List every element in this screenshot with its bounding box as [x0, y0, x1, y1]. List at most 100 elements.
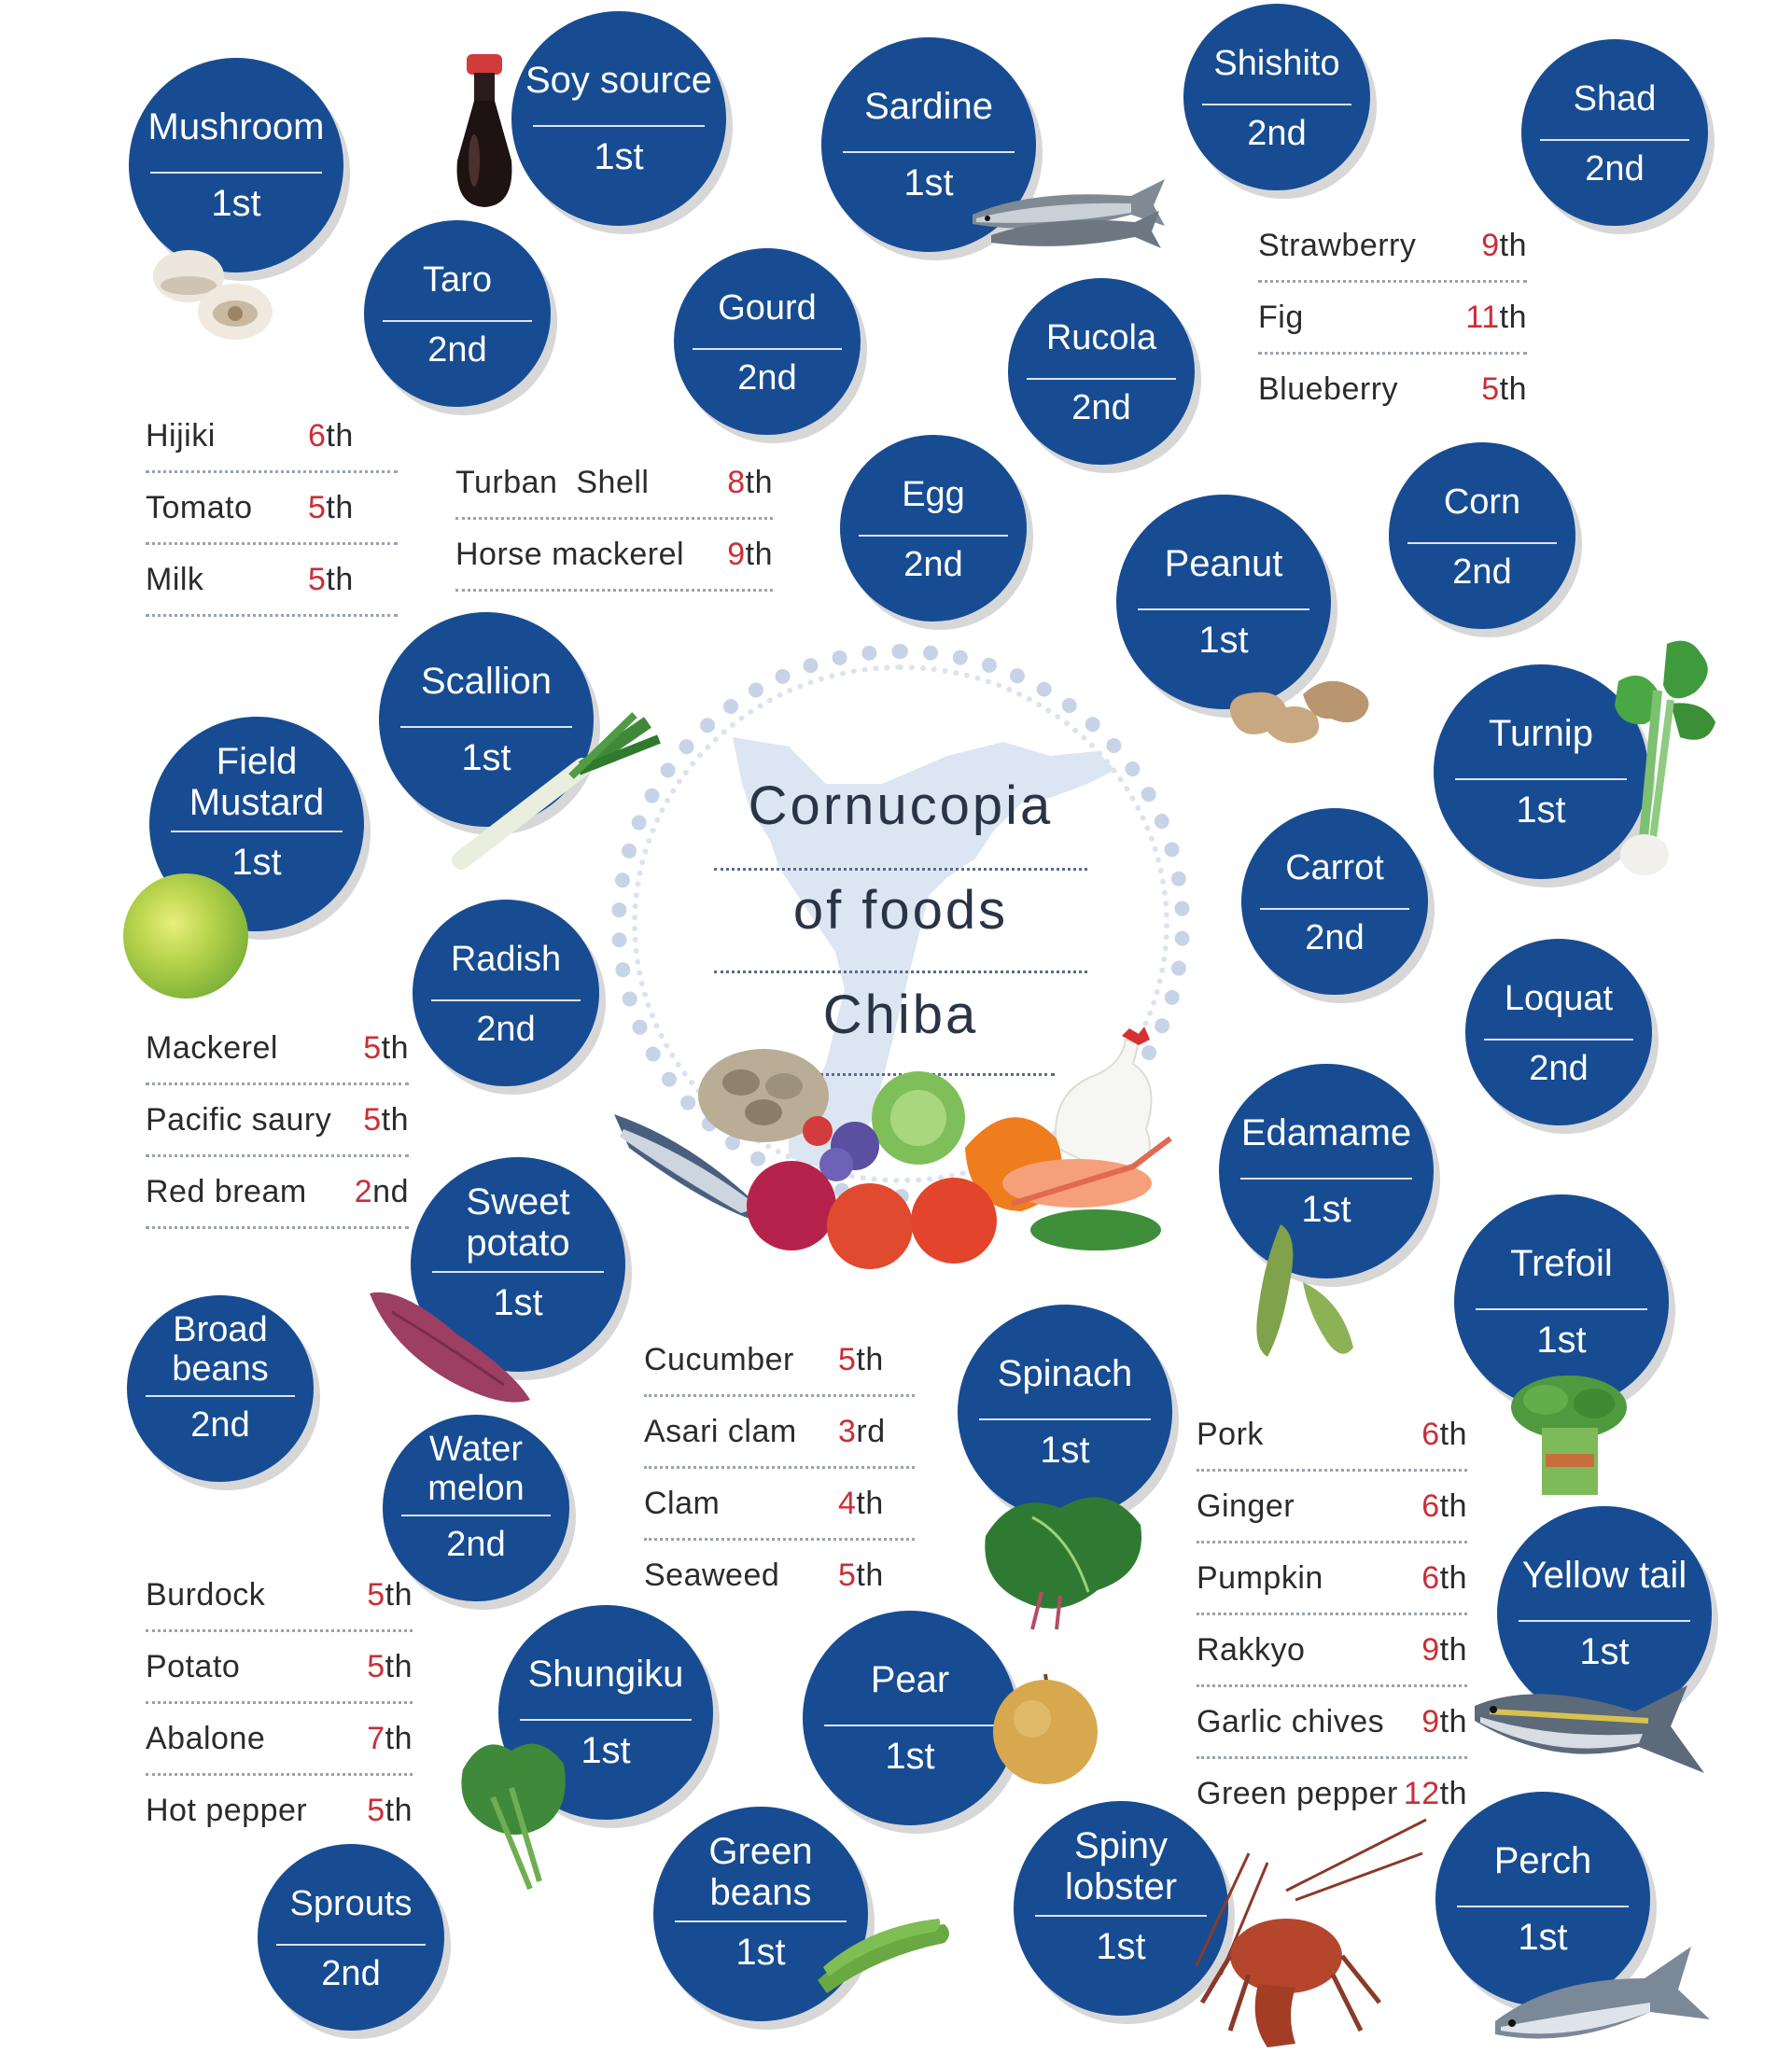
circle-rank: 1st [594, 136, 644, 177]
circle-name: Shungiku [527, 1654, 684, 1695]
circle-rank: 2nd [1071, 388, 1131, 427]
list-item: Fig 11th [1258, 283, 1527, 355]
circle-rule [1027, 378, 1176, 380]
title-line-1: Cornucopia [748, 775, 1054, 836]
circle-rank: 2nd [321, 1954, 381, 1993]
rank-suffix: th [1439, 1487, 1467, 1524]
circle-sprouts: Sprouts 2nd [258, 1844, 444, 2031]
circle-name: Shad [1573, 79, 1657, 119]
circle-pear: Pear 1st [803, 1611, 1017, 1825]
rank-suffix: th [381, 1029, 409, 1066]
list-item: Milk 5th [146, 545, 398, 617]
circle-rule [1138, 608, 1309, 610]
rank-suffix: th [1499, 370, 1527, 407]
item-rank: 4th [838, 1486, 915, 1522]
item-rank: 5th [363, 1030, 409, 1067]
circle-name: Rucola [1045, 318, 1157, 358]
item-name: Rakkyo [1197, 1631, 1306, 1668]
circle-shad: Shad 2nd [1521, 39, 1708, 226]
circle-name: Spiny lobster [1064, 1825, 1178, 1907]
list-item: Cucumber 5th [644, 1325, 915, 1397]
item-rank: 5th [363, 1102, 409, 1138]
item-name: Seaweed [644, 1557, 780, 1593]
rank-suffix: th [745, 464, 773, 500]
item-name: Tomato [146, 489, 253, 525]
circle-name: Scallion [420, 661, 553, 702]
circle-rule [1484, 1039, 1633, 1040]
list-item: Abalone 7th [146, 1704, 413, 1776]
spiny-lobster-image [1195, 1818, 1427, 2047]
rank-suffix: th [326, 561, 354, 597]
item-name: Cucumber [644, 1341, 794, 1377]
turnip-image [1615, 640, 1715, 875]
rank-number: 9 [727, 536, 746, 572]
sardine-image [973, 179, 1165, 248]
list-item: Red bream 2nd [146, 1157, 409, 1229]
list-item: Garlic chives 9th [1197, 1687, 1467, 1759]
rank-number: 6 [1421, 1487, 1440, 1524]
rank-number: 7 [367, 1720, 385, 1756]
list-item: Clam 4th [644, 1469, 915, 1541]
circle-name: Field Mustard [189, 741, 325, 823]
list-item: Horse mackerel 9th [455, 520, 773, 592]
circle-rule [431, 999, 581, 1001]
circle-rule [843, 151, 1015, 153]
circle-rule [383, 320, 532, 322]
circle-rank: 1st [1198, 620, 1249, 661]
title-divider [747, 1073, 1055, 1076]
circle-name: Gourd [718, 288, 817, 328]
circle-rule [400, 726, 572, 728]
perch-image [1495, 1947, 1710, 2039]
list-item: Asari clam 3rd [644, 1397, 915, 1469]
item-rank: 5th [838, 1557, 915, 1594]
title-line-3: Chiba [822, 985, 979, 1045]
circle-rule [693, 348, 842, 350]
circle-name: Taro [423, 260, 492, 300]
circle-rank: 1st [1096, 1926, 1146, 1967]
circle-spiny-lobster: Spiny lobster 1st [1014, 1801, 1228, 2016]
list-item: Hot pepper 5th [146, 1776, 413, 1845]
item-name: Pork [1197, 1416, 1264, 1452]
item-rank: 5th [367, 1649, 413, 1685]
rank-number: 6 [1421, 1559, 1440, 1596]
circle-rule [1035, 1915, 1207, 1917]
rank-suffix: th [326, 417, 354, 454]
item-rank: 6th [1421, 1560, 1467, 1597]
item-name: Hot pepper [146, 1792, 308, 1828]
circle-water-melon: Water melon 2nd [383, 1415, 569, 1601]
list-item: Green pepper 12th [1197, 1759, 1467, 1828]
rank-number: 5 [363, 1029, 382, 1066]
list-item: Pork 6th [1197, 1400, 1467, 1472]
green-beans-image [818, 1919, 949, 1993]
item-rank: 2nd [355, 1174, 409, 1210]
circle-rank: 2nd [1452, 552, 1512, 592]
item-name: Green pepper [1197, 1775, 1398, 1811]
item-name: Asari clam [644, 1413, 797, 1449]
circle-shungiku: Shungiku 1st [498, 1605, 713, 1820]
item-rank: 7th [367, 1721, 413, 1757]
circle-rule [1540, 139, 1689, 141]
circle-rank: 1st [1536, 1320, 1587, 1361]
circle-name: Sprouts [289, 1884, 413, 1924]
list-item: Rakkyo 9th [1197, 1615, 1467, 1687]
circle-loquat: Loquat 2nd [1465, 939, 1652, 1125]
item-name: Garlic chives [1197, 1703, 1385, 1739]
rank-suffix: th [1439, 1775, 1467, 1811]
list-item: Pacific saury 5th [146, 1085, 409, 1157]
circle-rank: 1st [231, 842, 282, 883]
rank-list-turban-shell: Turban Shell 8th Horse mackerel 9th [455, 448, 773, 592]
list-item: Mackerel 5th [146, 1013, 409, 1085]
item-rank: 12th [1404, 1776, 1467, 1812]
circle-soy-source: Soy source 1st [511, 11, 726, 226]
rank-number: 9 [1421, 1631, 1440, 1668]
pear-image [993, 1673, 1098, 1784]
circle-egg: Egg 2nd [840, 435, 1027, 621]
circle-carrot: Carrot 2nd [1241, 808, 1428, 995]
rank-number: 4 [838, 1485, 857, 1521]
rank-suffix: th [1439, 1631, 1467, 1668]
circle-name: Radish [450, 940, 562, 980]
rank-number: 5 [367, 1648, 385, 1684]
circle-name: Broad beans [172, 1310, 269, 1389]
rank-suffix: th [856, 1557, 884, 1593]
circle-name: Water melon [427, 1430, 525, 1508]
